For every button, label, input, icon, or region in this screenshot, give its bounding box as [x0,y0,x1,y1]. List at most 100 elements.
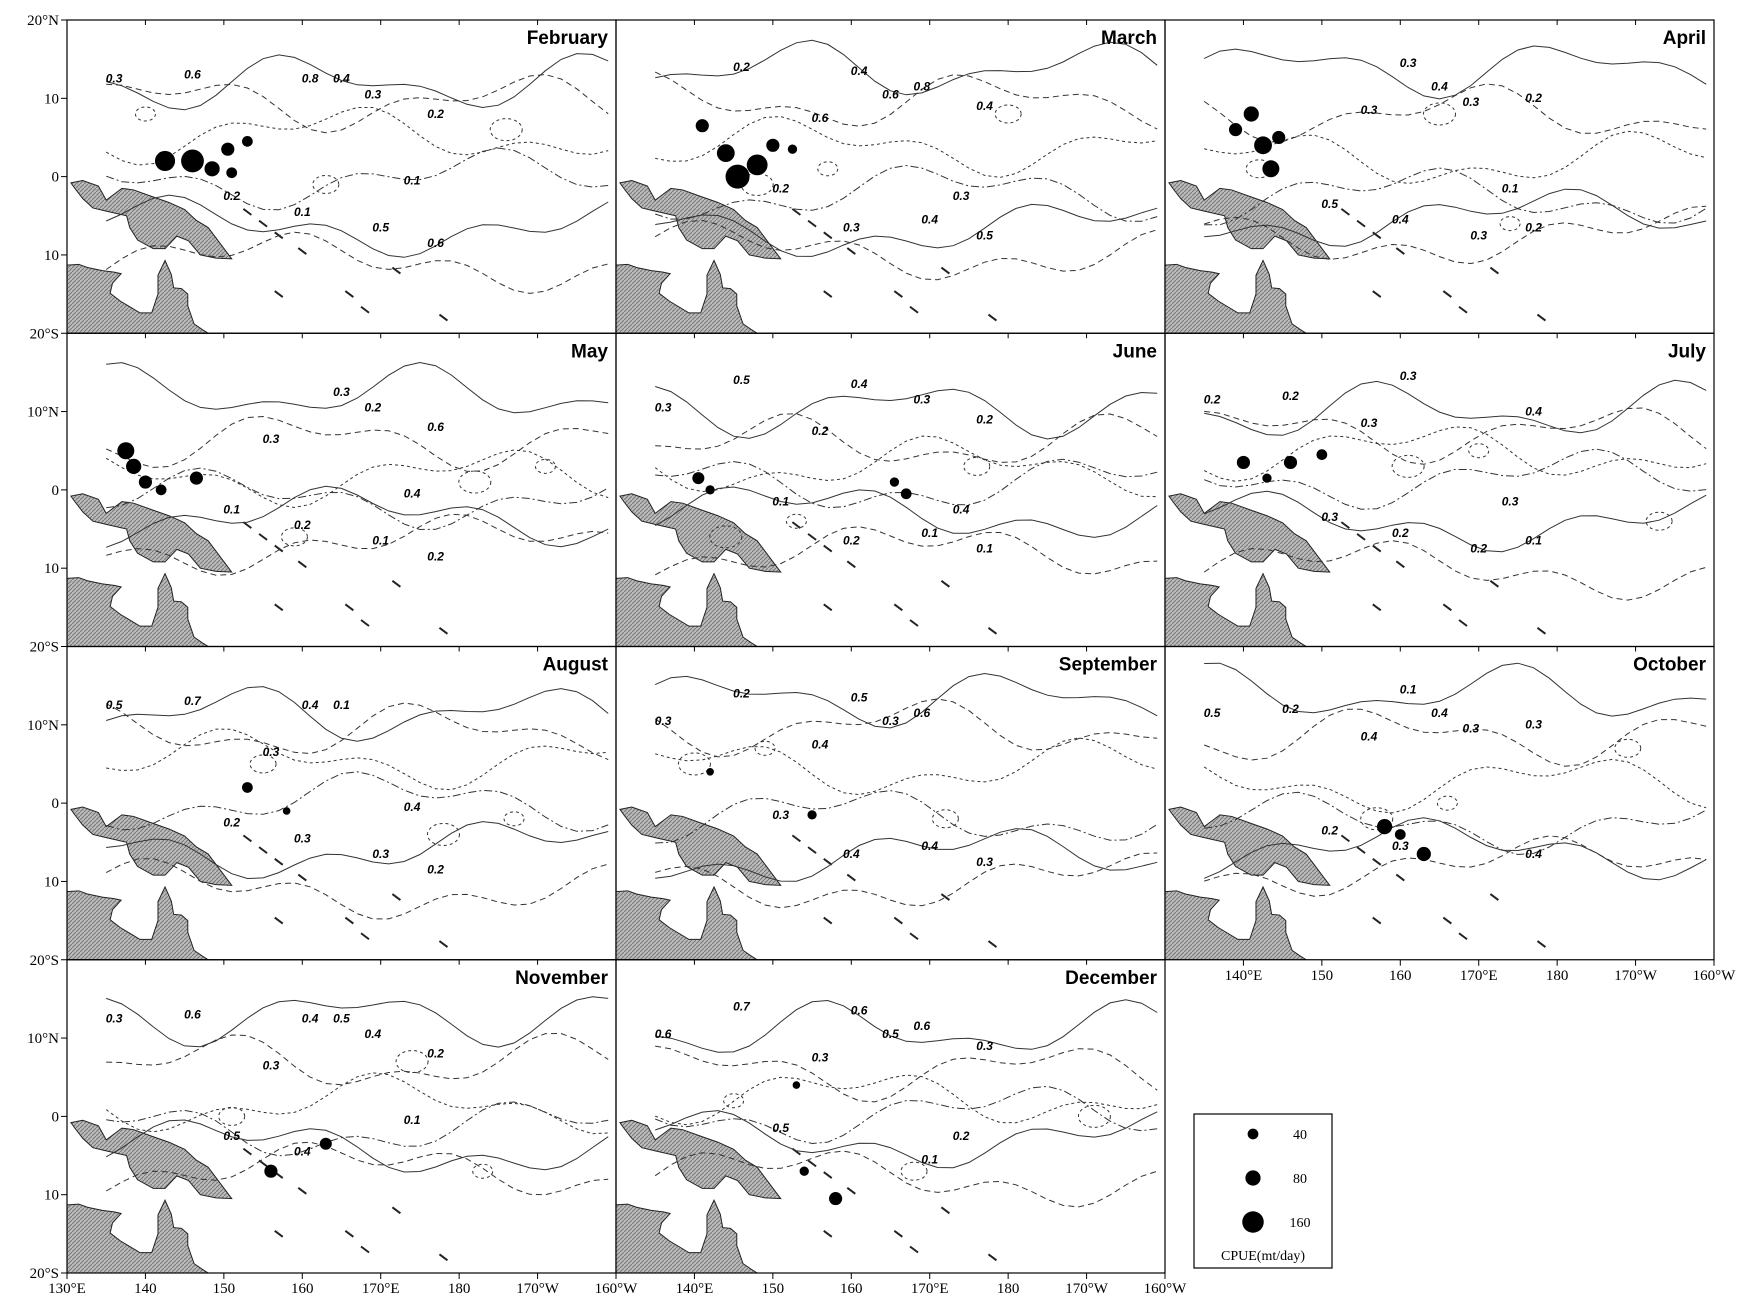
x-tick-label: 160 [291,1281,314,1297]
island [807,219,817,228]
land-new-guinea [619,180,782,260]
cpue-dot [1376,819,1393,835]
land-new-guinea [619,493,782,573]
cpue-dot [829,1192,843,1206]
contour-label: 0.4 [1525,404,1542,418]
x-tick-label: 170°W [516,1281,559,1297]
contour-label: 0.4 [1431,706,1448,720]
contour-label: 0.3 [1470,228,1487,242]
contour-label: 0.2 [976,412,993,426]
contour-label: 0.6 [882,87,899,101]
contour-line [655,999,1158,1053]
island [438,313,449,322]
map-panel: 0.3 0.6 0.8 0.4 0.3 0.2 0.1 0.5 0.6 0.1 0.2 Februar… [66,19,617,334]
contour-line [106,513,609,576]
contour-loop [1499,216,1521,232]
contour-line [655,1110,1158,1169]
contour-line [105,858,609,920]
contour-line [1204,791,1707,856]
island [1442,603,1452,612]
contour-line [1204,490,1707,553]
month-title: December [1065,968,1157,989]
map-panel: 0.3 0.2 0.6 0.4 0.1 0.2 0.2 0.1 0.3 May [66,332,617,648]
island [1372,603,1382,612]
map-panel: 0.4 0.3 0.2 0.4 0.5 0.2 0.1 0.4 0.3 0.3 October [1164,645,1715,961]
contour-label: 0.3 [772,808,789,822]
contour-label: 0.2 [427,863,444,877]
island [297,247,307,255]
y-tick-label: 20°N [27,13,59,29]
map-panel: 0.4 0.5 0.3 0.3 0.6 0.4 0.5 0.4 0.2 0.1 November [66,959,617,1274]
contour-loop [754,740,776,756]
land-australia [616,1198,759,1273]
contour-line [1203,426,1707,482]
contour-line [655,1085,1158,1145]
cpue-dot [792,1081,801,1089]
contour-label: 0.3 [1361,416,1378,430]
contour-line [105,449,609,509]
contour-label: 0.4 [302,1011,319,1025]
cpue-dot [725,164,750,189]
contour-label: 0.1 [1502,181,1519,195]
contour-line [106,485,609,548]
island [391,893,401,901]
y-tick-label: 10 [44,248,59,264]
cpue-dot [746,154,768,176]
contour-line [106,1032,609,1086]
island [258,846,268,854]
month-title: November [515,968,609,989]
contour-label: 0.5 [882,1027,899,1041]
contour-line [106,821,609,880]
contour-line [1204,379,1707,436]
contour-label: 0.2 [1392,526,1409,540]
contour-loop [709,525,743,549]
legend-label: 40 [1293,1128,1307,1143]
contour-label: 0.6 [184,1007,201,1021]
contour-label: 0.1 [372,534,389,548]
island [893,916,903,925]
x-tick-label: 160°W [1693,968,1736,984]
map-content: 0.4 0.3 0.2 0.1 0.2 0.3 0.3 0.2 0.2 0.3 [1165,369,1707,647]
island [893,603,903,612]
panel-frame [615,645,1166,961]
cpue-dot [1394,829,1406,840]
cpue-dot [706,767,714,776]
contour-line [1204,708,1707,767]
cpue-dot [181,149,204,173]
contour-label: 0.6 [812,111,829,125]
contour-label: 0.6 [851,1004,868,1018]
island [274,603,284,612]
contour-line [1204,130,1707,185]
land-new-guinea [1168,806,1331,886]
contour-label: 0.2 [427,549,444,563]
contour-loop [489,118,523,142]
island [940,266,950,275]
contour-label: 0.1 [1525,534,1542,548]
map-content: 0.4 0.3 0.2 0.4 0.5 0.2 0.1 0.4 0.3 0.3 [1165,662,1707,960]
contour-loop [1077,1104,1111,1128]
contour-line [106,771,609,832]
island [360,932,370,941]
contour-label: 0.4 [1392,213,1409,227]
cpue-dot [264,1164,278,1178]
contour-line [1204,407,1707,465]
contour-label: 0.2 [733,686,750,700]
contour-label: 0.4 [851,377,868,391]
cpue-dot [889,477,900,487]
month-title: October [1633,655,1706,676]
contour-label: 0.1 [223,502,240,516]
contour-label: 0.2 [427,107,444,121]
map-content: 0.3 0.6 0.8 0.4 0.3 0.2 0.1 0.5 0.6 0.1 0.2 [67,53,609,334]
island [391,1206,401,1215]
cpue-dot [1236,455,1251,470]
contour-label: 0.2 [1470,542,1487,556]
contour-loop [249,754,277,774]
island [1356,533,1366,541]
contour-label: 0.1 [404,173,421,187]
y-tick-label: 10°N [27,405,59,421]
contour-loop [472,1163,494,1179]
island [823,858,833,866]
contour-line [106,73,609,134]
y-tick-label: 20°S [30,953,59,969]
contour-label: 0.3 [655,401,672,415]
